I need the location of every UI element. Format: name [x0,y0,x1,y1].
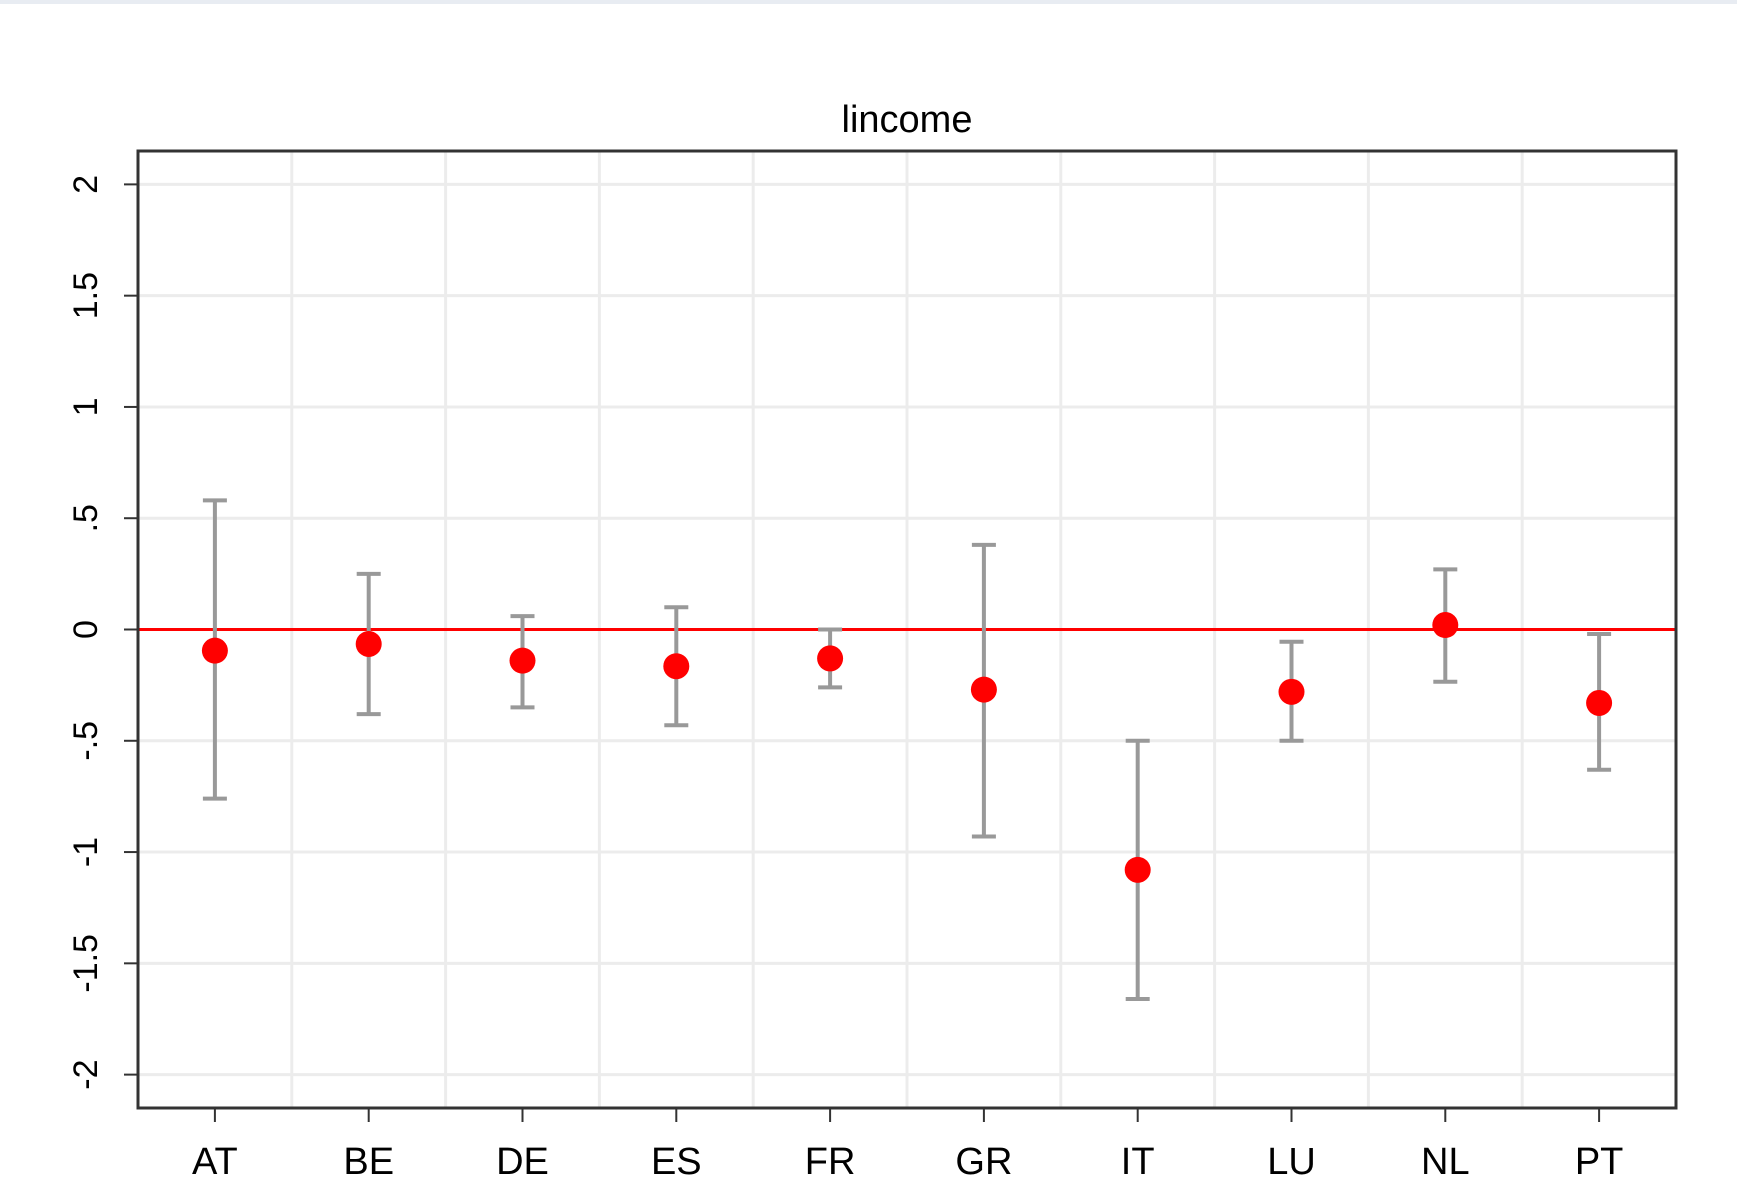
point [509,647,536,674]
x-tick-label: PT [1575,1141,1624,1183]
y-tick-label: -2 [67,1059,105,1089]
point [970,676,997,703]
x-tick-label: NL [1421,1141,1470,1183]
y-tick-label: -1 [67,837,105,867]
chart-title: lincome [842,99,973,141]
top-strip [0,0,1737,4]
point [1124,856,1151,883]
x-tick-label: DE [496,1141,549,1183]
y-tick-label: 0 [67,620,105,639]
x-tick-label: BE [343,1141,394,1183]
x-tick-label: LU [1267,1141,1316,1183]
x-tick-label: AT [192,1141,238,1183]
plot-frame [136,149,1678,1110]
point [663,653,690,680]
point [1432,612,1459,639]
point [1278,678,1305,705]
point [1586,689,1613,716]
x-tick-label: GR [955,1141,1012,1183]
x-tick-label: IT [1121,1141,1155,1183]
point [201,637,228,664]
point [817,645,844,672]
point [355,630,382,657]
x-tick-label: FR [805,1141,856,1183]
y-tick-label: -.5 [67,721,105,761]
y-tick-label: 2 [67,175,105,194]
y-tick-label: .5 [67,504,105,532]
x-tick-label: ES [651,1141,702,1183]
y-tick-label: 1 [67,397,105,416]
y-tick-label: 1.5 [67,272,105,319]
y-tick-label: -1.5 [67,934,105,993]
